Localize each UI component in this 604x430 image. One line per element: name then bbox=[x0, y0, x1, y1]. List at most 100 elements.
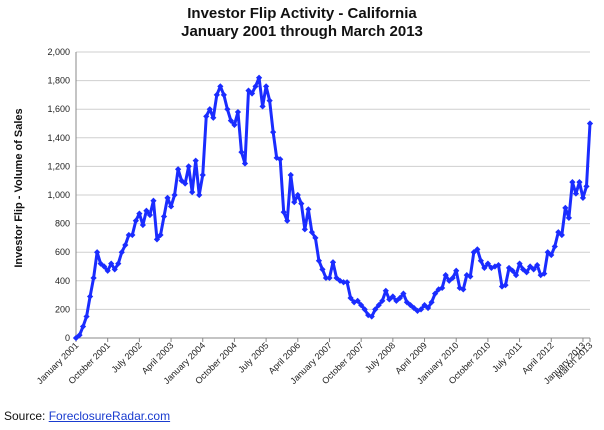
data-point bbox=[227, 117, 235, 124]
data-point bbox=[185, 163, 192, 170]
data-point bbox=[160, 213, 168, 220]
data-point bbox=[509, 267, 516, 274]
y-tick-label: 2,000 bbox=[47, 47, 70, 57]
data-point bbox=[153, 236, 161, 243]
y-tick-label: 0 bbox=[65, 333, 70, 343]
data-point bbox=[136, 210, 143, 217]
x-tick-label: July 2008 bbox=[363, 340, 397, 374]
data-point bbox=[372, 306, 379, 313]
data-point bbox=[189, 189, 196, 196]
axes bbox=[75, 52, 590, 339]
data-point bbox=[421, 301, 428, 309]
data-point bbox=[94, 249, 101, 256]
data-point bbox=[586, 120, 594, 127]
data-point bbox=[449, 274, 456, 282]
data-point bbox=[90, 274, 97, 282]
data-point bbox=[206, 106, 213, 113]
series-group bbox=[72, 74, 594, 342]
data-point bbox=[382, 287, 389, 294]
y-tick-label: 1,600 bbox=[47, 104, 70, 114]
x-tick-label: July 2002 bbox=[109, 340, 143, 374]
y-axis-label: Investor Flip - Volume of Sales bbox=[13, 108, 25, 267]
data-point bbox=[210, 114, 217, 121]
source-note: Source: ForeclosureRadar.com bbox=[4, 409, 170, 423]
y-tick-label: 400 bbox=[55, 276, 70, 286]
data-point bbox=[361, 306, 368, 313]
data-point bbox=[171, 191, 178, 199]
data-point bbox=[329, 259, 337, 266]
data-point bbox=[340, 279, 347, 286]
data-point bbox=[375, 301, 382, 309]
data-point bbox=[248, 90, 256, 97]
data-point bbox=[234, 108, 242, 116]
data-point bbox=[182, 180, 189, 187]
data-point bbox=[86, 293, 94, 300]
data-point bbox=[393, 297, 400, 304]
data-point bbox=[203, 113, 210, 120]
data-point bbox=[519, 266, 527, 273]
y-tick-label: 1,000 bbox=[47, 190, 70, 200]
data-point bbox=[541, 270, 548, 277]
data-point bbox=[245, 87, 252, 94]
data-point bbox=[196, 191, 203, 199]
series-line bbox=[75, 76, 592, 340]
data-point bbox=[512, 271, 520, 279]
data-point bbox=[358, 301, 365, 309]
x-tick-label: July 2005 bbox=[236, 340, 270, 374]
data-point bbox=[477, 257, 484, 264]
data-point bbox=[129, 231, 136, 239]
data-point bbox=[379, 297, 386, 304]
data-point bbox=[428, 299, 435, 306]
data-point bbox=[192, 157, 199, 164]
data-point bbox=[224, 106, 231, 113]
source-link[interactable]: ForeclosureRadar.com bbox=[48, 409, 171, 423]
data-point bbox=[495, 261, 502, 269]
data-point bbox=[505, 264, 513, 272]
data-point bbox=[481, 264, 488, 272]
data-point bbox=[259, 103, 266, 110]
data-point bbox=[164, 194, 171, 201]
data-point bbox=[333, 274, 340, 282]
data-point bbox=[301, 226, 308, 233]
data-point bbox=[132, 217, 139, 224]
data-point bbox=[150, 197, 157, 204]
data-point bbox=[446, 277, 453, 284]
data-point bbox=[368, 313, 375, 320]
data-point bbox=[407, 301, 414, 309]
data-point bbox=[484, 260, 492, 267]
data-point bbox=[548, 251, 555, 259]
data-point bbox=[386, 296, 393, 303]
data-point bbox=[220, 91, 227, 99]
chart-title-line2: January 2001 through March 2013 bbox=[181, 23, 423, 40]
data-point bbox=[262, 83, 270, 90]
data-point bbox=[284, 217, 291, 224]
data-point bbox=[326, 274, 333, 282]
data-point bbox=[122, 241, 129, 249]
data-point bbox=[530, 266, 537, 273]
data-point bbox=[139, 221, 147, 229]
data-point bbox=[396, 294, 404, 302]
data-point bbox=[467, 273, 474, 280]
data-point bbox=[439, 284, 446, 292]
source-label: Source: bbox=[4, 409, 46, 423]
data-point bbox=[146, 211, 154, 219]
y-tick-label: 1,200 bbox=[47, 161, 70, 171]
data-point bbox=[266, 97, 273, 104]
y-tick-label: 600 bbox=[55, 247, 70, 257]
data-point bbox=[315, 257, 323, 264]
data-point bbox=[389, 293, 396, 300]
chart-title-line1: Investor Flip Activity - California bbox=[187, 5, 417, 22]
data-point bbox=[347, 294, 354, 302]
data-point bbox=[400, 290, 407, 297]
data-point bbox=[343, 279, 351, 286]
data-point bbox=[199, 171, 206, 179]
data-point bbox=[319, 266, 326, 273]
data-point bbox=[143, 207, 150, 214]
data-point bbox=[403, 299, 411, 306]
data-point bbox=[410, 304, 418, 312]
data-point bbox=[424, 304, 432, 312]
data-point bbox=[118, 249, 125, 256]
data-point bbox=[460, 286, 467, 293]
data-point bbox=[231, 121, 238, 129]
